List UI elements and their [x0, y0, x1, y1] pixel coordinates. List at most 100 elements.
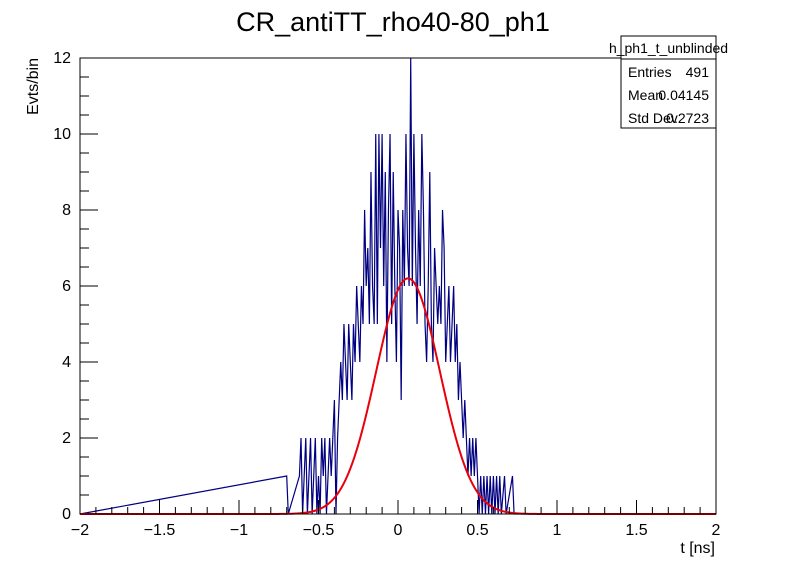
- y-tick-label: 6: [62, 278, 71, 295]
- histogram-bin: [404, 286, 406, 514]
- histogram-bin: [355, 362, 357, 514]
- histogram-bin: [458, 400, 460, 514]
- histogram-bin: [384, 286, 386, 514]
- stats-mean-label: Mean: [628, 87, 663, 103]
- histogram-bin: [473, 438, 475, 514]
- x-tick-label: −1: [230, 522, 248, 539]
- histogram-bin: [339, 400, 341, 514]
- histogram-bin: [474, 476, 476, 514]
- histogram-bin: [323, 476, 325, 514]
- histogram-bin: [395, 286, 397, 514]
- histogram-bin: [406, 134, 408, 514]
- histogram-bin: [365, 210, 367, 514]
- histogram-bin: [443, 210, 445, 514]
- histogram-bin: [376, 134, 378, 514]
- histogram-bin: [315, 438, 317, 514]
- histogram-bin: [314, 476, 316, 514]
- histogram-bin: [435, 248, 437, 514]
- histogram-bin: [341, 362, 343, 514]
- histogram-bin: [358, 324, 360, 514]
- y-tick-label: 2: [62, 430, 71, 447]
- y-tick-label: 8: [62, 202, 71, 219]
- histogram-bin: [361, 286, 363, 514]
- histogram-bin: [441, 324, 443, 514]
- histogram-bin: [463, 438, 465, 514]
- x-tick-label: −2: [71, 522, 89, 539]
- y-tick-label: 10: [53, 126, 71, 143]
- histogram-bin: [371, 172, 373, 514]
- histogram-bin: [331, 476, 333, 514]
- histogram-bin: [481, 476, 483, 514]
- histogram-bin: [344, 324, 346, 514]
- histogram-bin: [409, 286, 411, 514]
- histogram-bin: [388, 210, 390, 514]
- histogram-bin: [414, 134, 416, 514]
- histogram-bin: [347, 400, 349, 514]
- histogram-bin: [411, 58, 413, 514]
- histogram-bin: [338, 438, 340, 514]
- histogram-bin: [325, 438, 327, 514]
- histogram-outline: [79, 57, 716, 515]
- histogram-bin: [382, 134, 384, 514]
- stats-stddev-value: 0.2723: [666, 110, 709, 126]
- histogram-bin: [393, 172, 395, 514]
- histogram-bin: [398, 210, 400, 514]
- histogram-bin: [373, 286, 375, 514]
- histogram-bin: [403, 210, 405, 514]
- y-tick-label: 4: [62, 354, 71, 371]
- y-axis: 0 2 4 6 8 10 12: [53, 50, 98, 523]
- histogram-bin: [422, 134, 424, 514]
- histogram-bin: [457, 324, 459, 514]
- x-tick-label: −0.5: [303, 522, 335, 539]
- histogram-bin: [505, 476, 507, 514]
- histogram-bin: [444, 248, 446, 514]
- histogram-bin: [381, 248, 383, 514]
- histogram-bin: [512, 476, 514, 514]
- histogram-bin: [377, 324, 379, 514]
- histogram-bin: [301, 438, 303, 514]
- histogram-bin: [438, 324, 440, 514]
- stats-box: h_ph1_t_unblinded Entries 491 Mean 0.041…: [609, 35, 728, 129]
- histogram-bin: [350, 362, 352, 514]
- histogram-bin: [490, 476, 492, 514]
- x-tick-label: 1.5: [625, 522, 647, 539]
- histogram-bin: [430, 172, 432, 514]
- histogram-bin: [387, 362, 389, 514]
- histogram-bin: [447, 324, 449, 514]
- y-tick-label: 0: [62, 506, 71, 523]
- stats-box-frame: [620, 35, 717, 129]
- histogram-bin: [396, 362, 398, 514]
- histogram-bin: [385, 172, 387, 514]
- histogram-bin: [299, 476, 301, 514]
- histogram-bin: [423, 210, 425, 514]
- histogram-bin: [401, 400, 403, 514]
- histogram-bin: [468, 476, 470, 514]
- histogram-bin: [352, 400, 354, 514]
- histogram: [79, 57, 716, 515]
- x-tick-label: 2: [712, 522, 721, 539]
- histogram-bin: [446, 362, 448, 514]
- histogram-bin: [450, 362, 452, 514]
- histogram-bin: [379, 134, 381, 514]
- histogram-bin: [333, 438, 335, 514]
- histogram-bin: [369, 324, 371, 514]
- histogram-bin: [328, 476, 330, 514]
- stats-stddev-label: Std Dev: [628, 110, 678, 126]
- histogram-bin: [417, 324, 419, 514]
- histogram-bin: [349, 324, 351, 514]
- stats-entries-label: Entries: [628, 64, 672, 80]
- histogram-bin: [465, 400, 467, 514]
- histogram-bin: [353, 324, 355, 514]
- plot-area: −2 −1.5 −1 −0.5 0 0.5 1 1.5 2 0 2 4 6 8 10 12: [53, 50, 720, 539]
- histogram-bin: [322, 438, 324, 514]
- histogram-bin: [368, 248, 370, 514]
- histogram-bin: [408, 248, 410, 514]
- y-tick-label: 12: [53, 50, 71, 67]
- histogram-bin: [420, 286, 422, 514]
- histogram-bin: [390, 134, 392, 514]
- histogram-bin: [427, 362, 429, 514]
- histogram-bin: [425, 324, 427, 514]
- stats-entries-value: 491: [686, 64, 710, 80]
- histogram-bin: [346, 362, 348, 514]
